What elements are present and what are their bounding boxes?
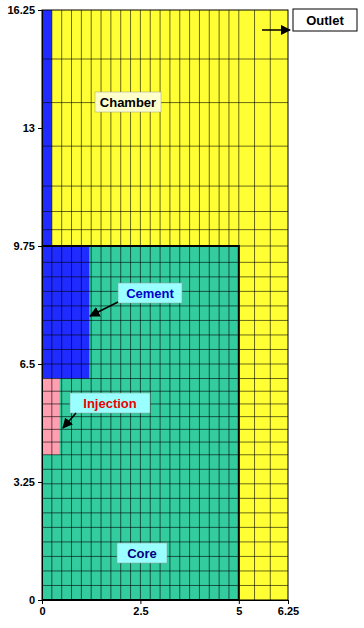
region-label: Core	[127, 546, 157, 561]
annotation-box	[293, 9, 357, 31]
tick: 2.5	[133, 600, 148, 617]
tick-label: 16.25	[7, 4, 35, 16]
tick-mark	[239, 600, 240, 604]
mesh-line	[71, 10, 72, 600]
tick-mark	[38, 128, 42, 129]
tick-mark	[38, 10, 42, 11]
mesh-line	[219, 10, 220, 600]
mesh-line	[199, 10, 200, 600]
mesh-line	[42, 512, 288, 513]
tick: 6.5	[20, 358, 42, 370]
axis-line	[43, 601, 289, 605]
mesh-line	[42, 541, 288, 542]
mesh-line	[42, 416, 288, 417]
mesh-line	[209, 10, 210, 600]
arrow	[262, 29, 290, 31]
tick-mark	[140, 600, 141, 604]
mesh-line	[42, 527, 288, 528]
tick-label: 6.25	[278, 605, 299, 617]
mesh-line	[42, 429, 288, 430]
arrow	[63, 413, 76, 428]
mesh-line	[42, 483, 288, 484]
label-box	[70, 393, 150, 413]
mesh-line	[42, 442, 288, 443]
tick-label: 2.5	[133, 605, 148, 617]
mesh-line	[42, 229, 288, 230]
tick-mark	[288, 600, 289, 604]
y-axis: 0 3.25 6.5 9.75 13 16.25	[7, 4, 42, 606]
mesh-line	[42, 211, 288, 212]
mesh-line	[42, 146, 288, 147]
region	[42, 10, 52, 246]
mesh-line	[42, 364, 288, 365]
tick: 5	[236, 600, 242, 617]
label-box	[118, 283, 182, 303]
mesh-line	[42, 469, 288, 470]
mesh-line	[42, 102, 288, 103]
tick: 6.25	[278, 600, 299, 617]
label-box	[117, 543, 167, 563]
tick-label: 5	[236, 605, 242, 617]
mesh-line	[81, 10, 82, 600]
arrow	[90, 302, 118, 316]
mesh-line	[42, 498, 288, 499]
plot: 0 2.5 5 6.25 0 3.25 6.5 9.75 13 16.25	[7, 4, 299, 617]
region-label: Chamber	[100, 95, 156, 110]
tick-mark	[38, 600, 42, 601]
frame	[42, 10, 288, 600]
tick: 0	[29, 594, 42, 606]
annotation: Outlet	[306, 13, 344, 28]
mesh-line	[42, 570, 288, 571]
tick-label: 3.25	[14, 476, 35, 488]
mesh-line	[42, 186, 288, 187]
mesh-line	[42, 262, 288, 263]
region-label: Cement	[126, 286, 174, 301]
tick: 0	[39, 600, 45, 617]
mesh-line	[169, 10, 170, 600]
mesh-line	[179, 10, 180, 600]
mesh-line	[254, 10, 255, 600]
region	[42, 246, 89, 379]
tick-mark	[38, 482, 42, 483]
mesh-line	[42, 320, 288, 321]
tick-label: 0	[39, 605, 45, 617]
tick: 9.75	[14, 240, 42, 252]
mesh-line	[228, 10, 229, 600]
mesh-line	[91, 10, 92, 600]
mesh-line	[42, 276, 288, 277]
mesh-line	[42, 305, 288, 306]
label-box	[95, 92, 161, 112]
mesh-line	[42, 378, 288, 379]
tick-label: 6.5	[20, 358, 35, 370]
mesh-line	[51, 10, 52, 600]
tick-mark	[38, 246, 42, 247]
mesh-line	[61, 10, 62, 600]
tick: 13	[23, 122, 42, 134]
region	[42, 10, 288, 600]
chart: 02.556.2503.256.59.751316.25ChamberCoreC…	[0, 0, 364, 628]
mesh-line	[42, 454, 288, 455]
mesh-line	[189, 10, 190, 600]
tick-label: 9.75	[14, 240, 35, 252]
tick-mark	[38, 364, 42, 365]
mesh-line	[270, 10, 271, 600]
labels: Chamber Core Cement Injection Outlet	[63, 9, 357, 563]
core-outline	[42, 246, 239, 600]
marks	[42, 10, 288, 600]
tick-label: 0	[29, 594, 35, 606]
mesh-line	[42, 585, 288, 586]
mesh-line	[42, 349, 288, 350]
mesh-line	[42, 391, 288, 392]
mesh-line	[42, 59, 288, 60]
x-axis: 0 2.5 5 6.25	[39, 600, 299, 617]
region-label: Injection	[83, 396, 137, 411]
axis-line	[38, 11, 43, 601]
tick-label: 13	[23, 122, 35, 134]
tick: 16.25	[7, 4, 42, 16]
mesh-line	[42, 334, 288, 335]
tick: 3.25	[14, 476, 42, 488]
